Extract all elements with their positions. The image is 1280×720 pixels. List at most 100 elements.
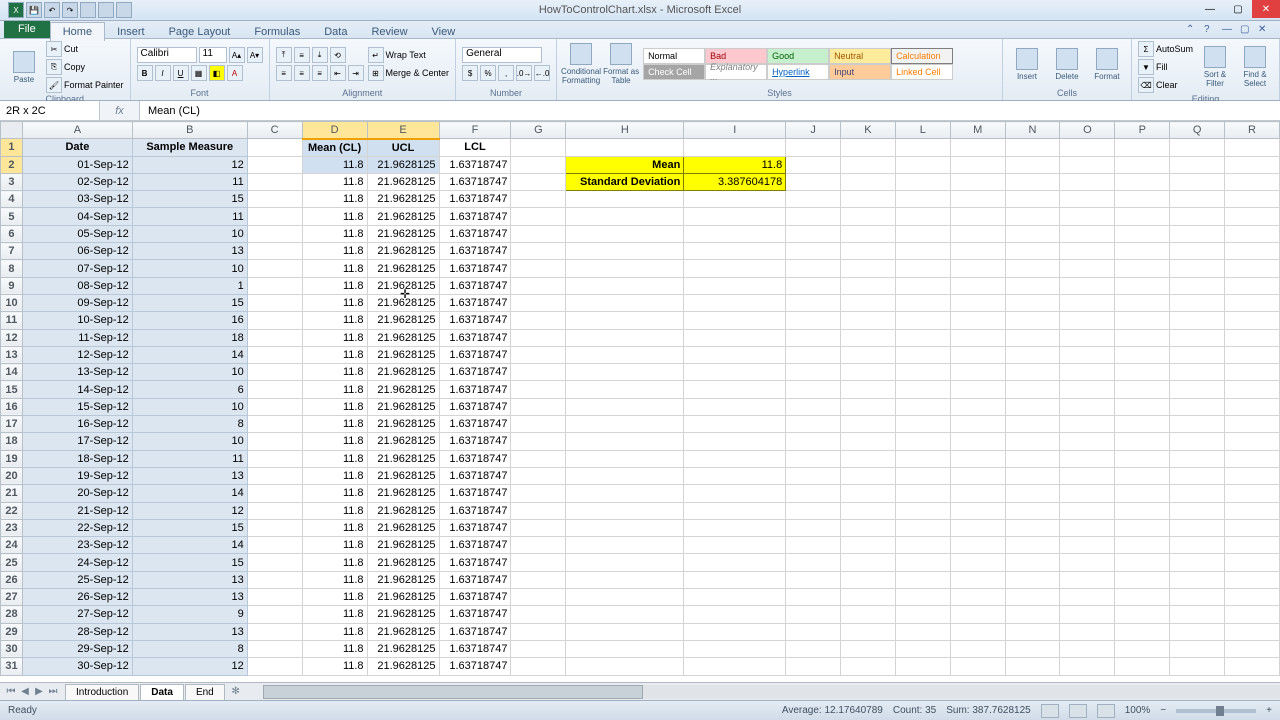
cell-F15[interactable]: 1.63718747	[439, 381, 511, 398]
cell-H9[interactable]	[566, 277, 684, 294]
cell-K21[interactable]	[841, 485, 896, 502]
excel-icon[interactable]: X	[8, 2, 24, 18]
cell-C30[interactable]	[247, 640, 302, 657]
cell-E4[interactable]: 21.9628125	[367, 191, 439, 208]
cell-H1[interactable]	[566, 139, 684, 156]
minimize-button[interactable]: —	[1196, 0, 1224, 18]
cell-A31[interactable]: 30-Sep-12	[22, 658, 132, 675]
cell-E28[interactable]: 21.9628125	[367, 606, 439, 623]
maximize-button[interactable]: ▢	[1224, 0, 1252, 18]
cell-L30[interactable]	[895, 640, 950, 657]
cell-H24[interactable]	[566, 537, 684, 554]
cell-J15[interactable]	[786, 381, 841, 398]
cell-E17[interactable]: 21.9628125	[367, 416, 439, 433]
cell-B6[interactable]: 10	[132, 225, 247, 242]
cell-M5[interactable]	[950, 208, 1005, 225]
cell-L6[interactable]	[895, 225, 950, 242]
cell-M14[interactable]	[950, 364, 1005, 381]
cell-R18[interactable]	[1225, 433, 1280, 450]
cell-G10[interactable]	[511, 294, 566, 311]
cell-D17[interactable]: 11.8	[302, 416, 367, 433]
cell-L9[interactable]	[895, 277, 950, 294]
cell-H4[interactable]	[566, 191, 684, 208]
indent-inc-icon[interactable]: ⇥	[348, 65, 364, 81]
zoom-in-icon[interactable]: +	[1266, 705, 1272, 716]
cell-J2[interactable]	[786, 156, 841, 173]
cell-D13[interactable]: 11.8	[302, 346, 367, 363]
window-min-icon[interactable]: —	[1222, 24, 1236, 38]
cell-N19[interactable]	[1005, 450, 1060, 467]
cell-F5[interactable]: 1.63718747	[439, 208, 511, 225]
cell-P30[interactable]	[1115, 640, 1170, 657]
cell-I8[interactable]	[684, 260, 786, 277]
cell-D30[interactable]: 11.8	[302, 640, 367, 657]
cell-N3[interactable]	[1005, 173, 1060, 190]
cell-Q30[interactable]	[1170, 640, 1225, 657]
cell-L21[interactable]	[895, 485, 950, 502]
redo-icon[interactable]: ↷	[62, 2, 78, 18]
spreadsheet-grid[interactable]: ABCDEFGHIJKLMNOPQR1DateSample MeasureMea…	[0, 121, 1280, 676]
align-bottom-icon[interactable]: ⤓	[312, 47, 328, 63]
cell-B9[interactable]: 1	[132, 277, 247, 294]
cell-L26[interactable]	[895, 571, 950, 588]
cell-I19[interactable]	[684, 450, 786, 467]
cell-F24[interactable]: 1.63718747	[439, 537, 511, 554]
cell-E25[interactable]: 21.9628125	[367, 554, 439, 571]
cell-D24[interactable]: 11.8	[302, 537, 367, 554]
cell-N27[interactable]	[1005, 589, 1060, 606]
cell-M20[interactable]	[950, 467, 1005, 484]
cell-L7[interactable]	[895, 243, 950, 260]
cell-K6[interactable]	[841, 225, 896, 242]
cell-O15[interactable]	[1060, 381, 1115, 398]
cell-N31[interactable]	[1005, 658, 1060, 675]
cell-M19[interactable]	[950, 450, 1005, 467]
cell-L1[interactable]	[895, 139, 950, 156]
cell-L2[interactable]	[895, 156, 950, 173]
cell-E27[interactable]: 21.9628125	[367, 589, 439, 606]
cell-B10[interactable]: 15	[132, 294, 247, 311]
col-header-Q[interactable]: Q	[1170, 122, 1225, 139]
cell-R22[interactable]	[1225, 502, 1280, 519]
cell-J17[interactable]	[786, 416, 841, 433]
cell-R8[interactable]	[1225, 260, 1280, 277]
cell-D9[interactable]: 11.8	[302, 277, 367, 294]
cell-B24[interactable]: 14	[132, 537, 247, 554]
cell-D12[interactable]: 11.8	[302, 329, 367, 346]
cell-D2[interactable]: 11.8	[302, 156, 367, 173]
cell-G6[interactable]	[511, 225, 566, 242]
style-calculation[interactable]: Calculation	[891, 48, 953, 64]
cell-H20[interactable]	[566, 467, 684, 484]
cell-C9[interactable]	[247, 277, 302, 294]
row-header-23[interactable]: 23	[1, 519, 23, 536]
select-all-corner[interactable]	[1, 122, 23, 139]
cell-M6[interactable]	[950, 225, 1005, 242]
cell-M2[interactable]	[950, 156, 1005, 173]
cell-F12[interactable]: 1.63718747	[439, 329, 511, 346]
cell-R20[interactable]	[1225, 467, 1280, 484]
cell-A8[interactable]: 07-Sep-12	[22, 260, 132, 277]
cell-Q19[interactable]	[1170, 450, 1225, 467]
cell-P3[interactable]	[1115, 173, 1170, 190]
cell-H13[interactable]	[566, 346, 684, 363]
cell-I20[interactable]	[684, 467, 786, 484]
cell-D6[interactable]: 11.8	[302, 225, 367, 242]
cell-K24[interactable]	[841, 537, 896, 554]
cell-J14[interactable]	[786, 364, 841, 381]
cell-F4[interactable]: 1.63718747	[439, 191, 511, 208]
cell-N21[interactable]	[1005, 485, 1060, 502]
cell-O30[interactable]	[1060, 640, 1115, 657]
cell-I10[interactable]	[684, 294, 786, 311]
formula-input[interactable]: Mean (CL)	[140, 101, 1280, 120]
cell-R6[interactable]	[1225, 225, 1280, 242]
row-header-12[interactable]: 12	[1, 329, 23, 346]
cell-K28[interactable]	[841, 606, 896, 623]
cell-R30[interactable]	[1225, 640, 1280, 657]
cell-G9[interactable]	[511, 277, 566, 294]
cell-C13[interactable]	[247, 346, 302, 363]
cell-A28[interactable]: 27-Sep-12	[22, 606, 132, 623]
new-sheet-icon[interactable]: ✻	[229, 686, 243, 697]
cell-M27[interactable]	[950, 589, 1005, 606]
cell-G30[interactable]	[511, 640, 566, 657]
cell-I12[interactable]	[684, 329, 786, 346]
cell-Q6[interactable]	[1170, 225, 1225, 242]
